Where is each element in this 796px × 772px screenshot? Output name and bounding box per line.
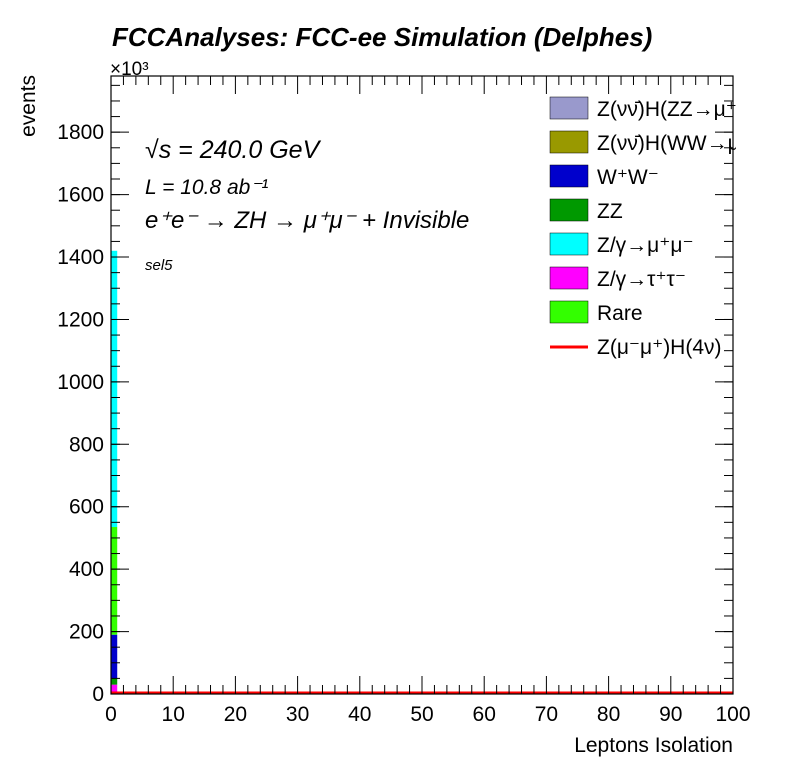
- y-tick-label: 1800: [57, 121, 104, 144]
- y-tick-label: 400: [69, 558, 104, 581]
- y-tick-label: 600: [69, 496, 104, 519]
- process-annotation: e⁺e⁻ → ZH → μ⁺μ⁻ + Invisible: [145, 207, 469, 234]
- sqrt-s-annotation: √s = 240.0 GeV: [145, 136, 322, 164]
- y-tick-label: 1200: [57, 308, 104, 331]
- y-axis-label: events: [17, 75, 40, 137]
- legend-label: Z/γ→τ⁺τ⁻: [597, 268, 686, 291]
- y-tick-label: 1000: [57, 371, 104, 394]
- legend: Z(νν̄)H(ZZ→μ⁺μ⁻ν⁺ν⁻) Z(νν̄)H(WW→μ⁺νμ⁻ν) W⁺…: [549, 96, 796, 359]
- bar-segment: [111, 527, 118, 635]
- y-tick-label: 200: [69, 621, 104, 644]
- legend-label: W⁺W⁻: [597, 166, 659, 189]
- x-tick-label: 60: [473, 703, 496, 726]
- bar-segment: [111, 678, 118, 685]
- legend-label: Z(νν̄)H(ZZ→μ⁺μ⁻ν⁺ν⁻): [597, 98, 796, 121]
- stacked-bars: [111, 250, 118, 694]
- legend-label: Z(νν̄)H(WW→μ⁺νμ⁻ν): [597, 132, 796, 155]
- legend-swatch: [549, 232, 589, 256]
- legend-label: Rare: [597, 302, 643, 325]
- bar-segment: [111, 250, 118, 528]
- x-tick-label: 40: [348, 703, 371, 726]
- legend-label: Z/γ→μ⁺μ⁻: [597, 234, 694, 257]
- x-tick-label: 80: [597, 703, 620, 726]
- x-tick-label: 70: [535, 703, 558, 726]
- bar-segment: [111, 634, 118, 679]
- chart-title: FCCAnalyses: FCC-ee Simulation (Delphes): [112, 22, 652, 52]
- x-tick-label: 30: [286, 703, 309, 726]
- legend-label: Z(μ⁻μ⁺)H(4ν): [597, 336, 722, 359]
- x-axis-label: Leptons Isolation: [574, 734, 733, 757]
- y-tick-label: 800: [69, 433, 104, 456]
- x-tick-label: 20: [224, 703, 247, 726]
- legend-swatch: [549, 266, 589, 290]
- y-tick-label: 0: [92, 683, 104, 706]
- selection-annotation: sel5: [145, 257, 173, 274]
- legend-swatch: [549, 96, 589, 120]
- bar-segment: [111, 684, 118, 694]
- legend-swatch: [549, 198, 589, 222]
- legend-swatch: [549, 300, 589, 324]
- x-tick-label: 0: [105, 703, 117, 726]
- x-tick-label: 90: [659, 703, 682, 726]
- y-axis-ticks: 0 200 400 600 800 1000 1200 1400 1600 1800: [57, 84, 733, 706]
- y-tick-label: 1600: [57, 184, 104, 207]
- y-multiplier: ×10³: [110, 59, 149, 80]
- legend-label: ZZ: [597, 200, 623, 223]
- x-tick-label: 50: [410, 703, 433, 726]
- legend-swatch: [549, 164, 589, 188]
- x-tick-label: 100: [715, 703, 750, 726]
- luminosity-annotation: L = 10.8 ab⁻¹: [145, 176, 268, 199]
- x-tick-label: 10: [162, 703, 185, 726]
- y-tick-label: 1400: [57, 246, 104, 269]
- legend-swatch: [549, 130, 589, 154]
